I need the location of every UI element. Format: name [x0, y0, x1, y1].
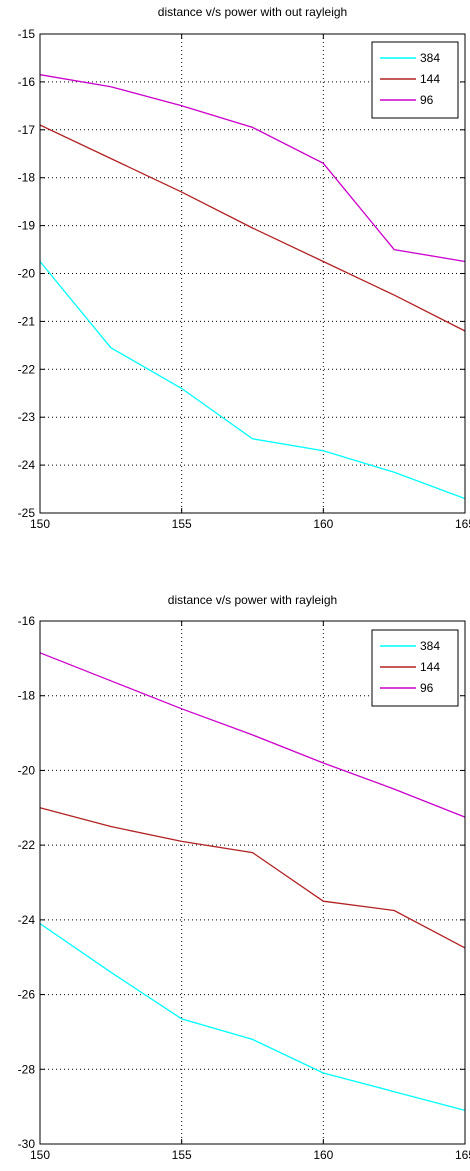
x-tick-label: 165	[455, 1148, 470, 1162]
y-tick-label: -21	[18, 314, 36, 328]
chart-title: distance v/s power with rayleigh	[168, 593, 337, 607]
x-tick-label: 150	[30, 1148, 50, 1162]
y-tick-label: -18	[18, 171, 36, 185]
x-tick-label: 155	[172, 517, 192, 531]
legend-label-96: 96	[420, 93, 434, 107]
y-tick-label: -18	[18, 689, 36, 703]
legend-label-96: 96	[420, 681, 434, 695]
y-tick-label: -17	[18, 123, 36, 137]
legend: 384 144 96	[371, 629, 459, 707]
y-tick-label: -22	[18, 362, 36, 376]
y-tick-label: -16	[18, 75, 36, 89]
legend-label-384: 384	[420, 639, 440, 653]
legend-box	[371, 629, 459, 707]
y-tick-label: -22	[18, 838, 36, 852]
y-tick-label: -19	[18, 219, 36, 233]
series-line-384	[39, 261, 466, 500]
legend-box	[371, 41, 459, 119]
y-tick-label: -28	[18, 1062, 36, 1076]
y-tick-label: -24	[18, 913, 36, 927]
chart-2: distance v/s power with rayleigh 150 155 16…	[18, 593, 470, 1162]
series-line-144	[39, 124, 466, 332]
y-tick-label: -20	[18, 267, 36, 281]
y-tick-label: -16	[18, 614, 36, 628]
y-tick-label: -20	[18, 763, 36, 777]
x-tick-label: 155	[172, 1148, 192, 1162]
legend-label-144: 144	[420, 660, 440, 674]
y-tick-label: -25	[18, 506, 36, 520]
plot-area	[40, 621, 465, 1144]
series-line-96	[39, 74, 466, 263]
series-line-144	[39, 807, 466, 949]
x-tick-label: 165	[455, 517, 470, 531]
x-tick-label: 150	[30, 517, 50, 531]
y-tick-label: -26	[18, 988, 36, 1002]
x-tick-label: 160	[313, 517, 333, 531]
legend-label-144: 144	[420, 72, 440, 86]
y-tick-label: -15	[18, 27, 36, 41]
y-tick-label: -24	[18, 458, 36, 472]
chart-title: distance v/s power with out rayleigh	[158, 5, 347, 19]
y-tick-label: -23	[18, 410, 36, 424]
axes-box	[39, 33, 466, 514]
legend-label-384: 384	[420, 51, 440, 65]
y-tick-label: -30	[18, 1137, 36, 1151]
axes-box	[39, 620, 466, 1145]
legend: 384 144 96	[371, 41, 459, 119]
series-line-384	[39, 923, 466, 1112]
x-tick-label: 160	[313, 1148, 333, 1162]
series-line-96	[39, 652, 466, 818]
chart-1: distance v/s power with out rayleigh 150 1…	[18, 5, 470, 531]
